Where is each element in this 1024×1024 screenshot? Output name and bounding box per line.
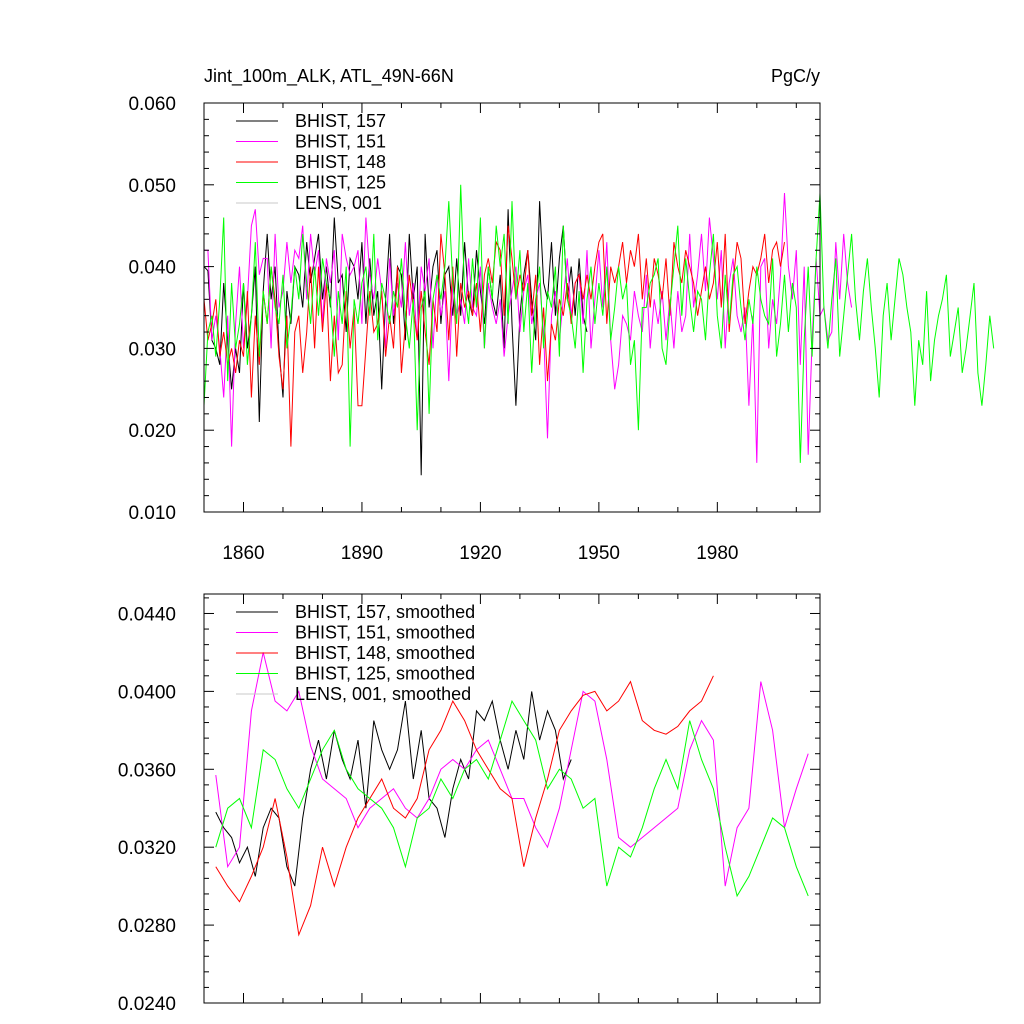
legend-label: BHIST, 125 (295, 173, 386, 193)
y-tick-label: 0.0360 (118, 760, 176, 781)
legend-label: BHIST, 151, smoothed (295, 623, 475, 643)
legend-label: LENS, 001, smoothed (295, 684, 471, 704)
x-tick-label: 1980 (696, 543, 738, 564)
series-line-0 (215, 691, 572, 887)
top-panel: Jint_100m_ALK, ATL_49N-66N PgC/y 0.010 0.… (128, 66, 995, 564)
units-label: PgC/y (771, 66, 820, 86)
y-tick-label: 0.0240 (118, 994, 176, 1015)
y-tick-label: 0.010 (128, 503, 176, 524)
x-tick-label: 1860 (222, 543, 264, 564)
series-line-3 (215, 699, 809, 898)
y-tick-label: 0.020 (128, 421, 176, 442)
y-tick-label: 0.040 (128, 258, 176, 279)
plot-frame (203, 593, 821, 1004)
y-tick-label: 0.0400 (118, 682, 176, 703)
series-line-0 (203, 201, 588, 476)
y-tick-label: 0.060 (128, 94, 176, 115)
legend-label: BHIST, 125, smoothed (295, 664, 475, 684)
y-tick-label: 0.0440 (118, 604, 176, 625)
plot-frame (203, 102, 821, 513)
series-line-2 (215, 675, 714, 937)
series-line-1 (204, 192, 853, 463)
legend-label: LENS, 001 (295, 193, 382, 213)
legend-label: BHIST, 148, smoothed (295, 643, 475, 663)
series-line-3 (203, 184, 995, 463)
y-tick-label: 0.0280 (118, 916, 176, 937)
bottom-panel: 0.0240 0.0280 0.0320 0.0360 0.0400 0.0440 BHIS… (118, 593, 821, 1015)
legend-label: BHIST, 151 (295, 132, 386, 152)
legend-label: BHIST, 148 (295, 152, 386, 172)
y-tick-label: 0.050 (128, 176, 176, 197)
legend-label: BHIST, 157, smoothed (295, 602, 475, 622)
y-tick-label: 0.030 (128, 339, 176, 360)
y-tick-label: 0.0320 (118, 838, 176, 859)
legend-label: BHIST, 157 (295, 111, 386, 131)
x-tick-label: 1890 (341, 543, 383, 564)
chart-title: Jint_100m_ALK, ATL_49N-66N (204, 66, 454, 87)
x-tick-label: 1950 (578, 543, 620, 564)
x-tick-label: 1920 (459, 543, 501, 564)
